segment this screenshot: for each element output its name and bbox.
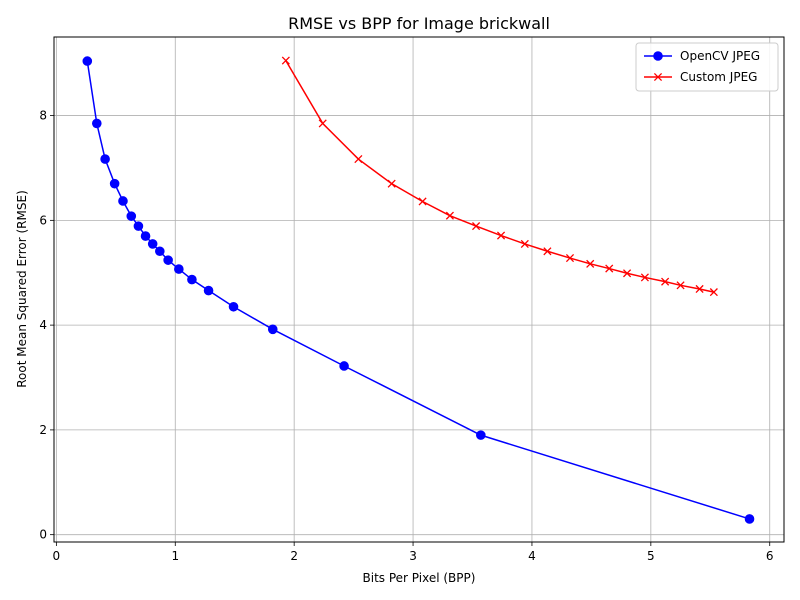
data-point [695,284,704,294]
data-point [640,273,649,282]
data-point [520,239,529,248]
legend-label: Custom JPEG [680,70,757,84]
x-tick-label: 4 [528,549,536,563]
data-point [203,285,214,296]
data-point [661,277,670,286]
x-axis-label: Bits Per Pixel (BPP) [363,571,476,585]
legend-entry: Custom JPEG [644,70,757,84]
data-point [228,301,239,312]
grid-lines [54,37,784,542]
plot-frame [53,36,785,543]
data-point [174,264,184,274]
data-point [318,119,327,128]
x-tick-label: 6 [766,549,774,563]
axis-ticks: 0 1 2 3 4 5 6 0 2 4 6 8 [39,109,773,563]
data-point [118,196,128,206]
data-point [709,288,718,297]
y-tick-label: 2 [39,423,47,437]
series-custom-jpeg [281,56,718,297]
data-point [472,222,481,231]
series-line [285,60,715,293]
data-point [187,274,197,285]
legend-box [635,42,779,92]
legend-label: OpenCV JPEG [680,49,760,63]
series-layer [82,56,755,524]
series-line [86,60,750,520]
legend-marker [653,51,663,61]
data-point [92,118,102,129]
legend-entry: OpenCV JPEG [644,49,760,63]
data-point [163,255,173,265]
data-point [565,254,575,263]
chart-title: RMSE vs BPP for Image brickwall [288,14,550,33]
y-tick-label: 8 [39,109,47,123]
x-tick-label: 1 [171,549,179,563]
x-tick-label: 0 [53,549,61,563]
data-point [82,56,93,66]
data-point [133,221,144,231]
data-point [476,430,486,440]
data-point [586,259,595,268]
data-point [496,231,506,240]
data-point [354,154,363,164]
data-point [676,281,685,290]
y-tick-label: 6 [39,213,47,227]
data-point [543,247,552,256]
x-tick-label: 2 [290,549,298,563]
x-tick-label: 5 [647,549,655,563]
data-point [281,56,290,65]
data-point [147,239,158,249]
data-point [155,246,165,257]
data-point [140,231,151,241]
data-point [267,324,278,335]
y-axis-label: Root Mean Squared Error (RMSE) [15,190,29,388]
legend-marker [653,72,663,82]
series-opencv-jpeg [82,56,755,524]
data-point [109,178,120,189]
data-point [339,361,349,371]
y-tick-label: 0 [39,528,47,542]
y-tick-label: 4 [39,318,47,332]
data-point [387,179,396,188]
legend: OpenCV JPEG Custom JPEG [635,42,779,92]
x-tick-label: 3 [409,549,417,563]
data-point [418,197,427,206]
data-point [100,154,110,164]
data-point [605,264,614,273]
data-point [623,269,632,278]
data-point [126,211,137,221]
data-point [445,211,454,220]
data-point [744,514,755,524]
